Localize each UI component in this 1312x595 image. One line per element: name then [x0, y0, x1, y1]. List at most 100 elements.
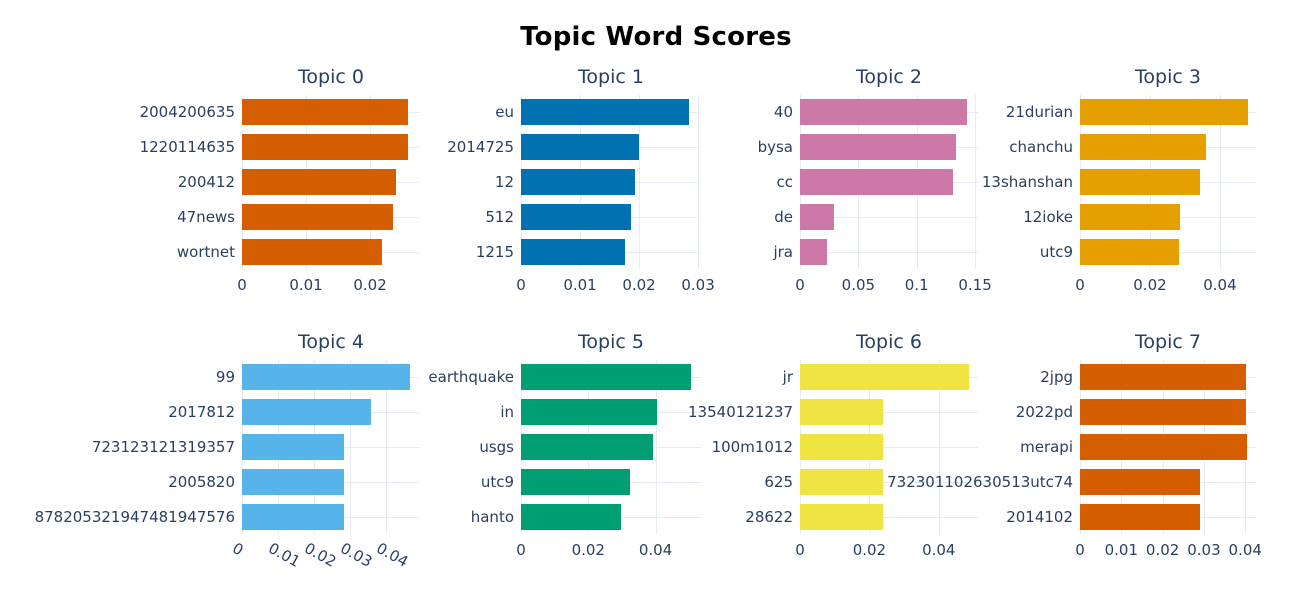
bar-cc[interactable]: [800, 169, 953, 195]
y-tick-label-row: 878205321947481947576: [0, 507, 235, 527]
y-tick-label: 13540121237: [688, 403, 793, 421]
plot-area: [242, 360, 420, 534]
y-tick-label-row: chanchu: [835, 137, 1073, 157]
bar-eu[interactable]: [521, 99, 689, 125]
bar-878205321947481947576[interactable]: [242, 504, 344, 530]
bar-2005820[interactable]: [242, 469, 344, 495]
subplot-title: Topic 7: [1135, 331, 1201, 353]
y-tick-label: 878205321947481947576: [34, 508, 235, 526]
bar-100m1012[interactable]: [800, 434, 883, 460]
bar-21durian[interactable]: [1080, 99, 1248, 125]
y-tick-label: 2014725: [447, 138, 514, 156]
bar-in[interactable]: [521, 399, 657, 425]
y-tick-label: 1215: [475, 243, 514, 261]
bar-jr[interactable]: [800, 364, 969, 390]
y-tick-label-row: 12: [276, 172, 514, 192]
chart-title: Topic Word Scores: [520, 22, 792, 52]
y-tick-label-row: bysa: [555, 137, 793, 157]
x-tick-label: 0: [1075, 541, 1085, 559]
gridline-y: [800, 217, 978, 218]
x-tick-label: 0.01: [563, 276, 597, 294]
bar-hanto[interactable]: [521, 504, 621, 530]
y-tick-label: 13shanshan: [981, 173, 1073, 191]
x-tick-label: 0.01: [1104, 541, 1139, 559]
x-tick-label: 0.04: [1203, 276, 1237, 294]
bar-jra[interactable]: [800, 239, 827, 265]
bar-13shanshan[interactable]: [1080, 169, 1200, 195]
bar-earthquake[interactable]: [521, 364, 691, 390]
subplot-title: Topic 2: [856, 66, 922, 88]
bar-12ioke[interactable]: [1080, 204, 1180, 230]
y-tick-label: de: [774, 208, 793, 226]
y-tick-label: utc9: [1039, 243, 1073, 261]
x-tick-label: 0.02: [1145, 541, 1180, 559]
bar-usgs[interactable]: [521, 434, 653, 460]
y-tick-label-row: 13540121237: [555, 402, 793, 422]
y-tick-label-row: 1215: [276, 242, 514, 262]
y-tick-label: 47news: [177, 208, 235, 226]
bar-625[interactable]: [800, 469, 883, 495]
y-tick-label-row: 100m1012: [555, 437, 793, 457]
bar-40[interactable]: [800, 99, 967, 125]
bar-512[interactable]: [521, 204, 631, 230]
x-tick-label: 0: [516, 541, 526, 559]
bar-2022pd[interactable]: [1080, 399, 1246, 425]
plot-area: [1080, 360, 1256, 534]
subplot-topic-5: Topic 5 earthquake in usgs utc9 hanto 0 0.02 0.0…: [276, 331, 733, 593]
y-tick-label-row: merapi: [835, 437, 1073, 457]
bar-utc9[interactable]: [1080, 239, 1179, 265]
bar-200412[interactable]: [242, 169, 396, 195]
y-tick-label: 12ioke: [1023, 208, 1073, 226]
y-tick-label: 512: [485, 208, 514, 226]
bar-12[interactable]: [521, 169, 635, 195]
bar-chanchu[interactable]: [1080, 134, 1206, 160]
y-tick-label: 2022pd: [1015, 403, 1073, 421]
gridline-y: [800, 482, 978, 483]
bar-2017812[interactable]: [242, 399, 371, 425]
y-tick-label-row: hanto: [276, 507, 514, 527]
y-tick-label: wortnet: [176, 243, 235, 261]
x-tick-label: 0.04: [922, 541, 956, 559]
subplot-title: Topic 3: [1135, 66, 1201, 88]
y-tick-label-row: 12ioke: [835, 207, 1073, 227]
bar-99[interactable]: [242, 364, 410, 390]
y-tick-label: 12: [494, 173, 514, 191]
gridline-y: [800, 517, 978, 518]
bar-1220114635[interactable]: [242, 134, 408, 160]
y-tick-label-row: in: [276, 402, 514, 422]
bar-2014725[interactable]: [521, 134, 639, 160]
bar-utc9[interactable]: [521, 469, 630, 495]
y-tick-label-row: jr: [555, 367, 793, 387]
y-tick-label: bysa: [757, 138, 793, 156]
bar-bysa[interactable]: [800, 134, 956, 160]
bar-2014102[interactable]: [1080, 504, 1200, 530]
x-tick-label: 0: [795, 276, 805, 294]
bar-wortnet[interactable]: [242, 239, 382, 265]
subplot-topic-0: Topic 0 2004200635 1220114635 200412 47news w…: [0, 66, 452, 328]
y-tick-label-row: usgs: [276, 437, 514, 457]
x-tick-label: 0.02: [1133, 276, 1167, 294]
y-tick-label-row: 99: [0, 367, 235, 387]
bar-723123121319357[interactable]: [242, 434, 344, 460]
bar-732301102630513utc74[interactable]: [1080, 469, 1200, 495]
y-tick-label-row: 2014102: [835, 507, 1073, 527]
bar-2jpg[interactable]: [1080, 364, 1246, 390]
bar-de[interactable]: [800, 204, 834, 230]
y-tick-label: jra: [773, 243, 793, 261]
bar-13540121237[interactable]: [800, 399, 883, 425]
y-tick-label-row: 21durian: [835, 102, 1073, 122]
y-tick-label: chanchu: [1009, 138, 1073, 156]
y-tick-label-row: 512: [276, 207, 514, 227]
y-tick-label: utc9: [480, 473, 514, 491]
bar-merapi[interactable]: [1080, 434, 1247, 460]
x-tick-label: 0: [516, 276, 526, 294]
x-tick-label: 0.05: [841, 276, 876, 294]
subplot-title: Topic 4: [298, 331, 364, 353]
subplot-title: Topic 5: [578, 331, 644, 353]
y-tick-label: 625: [764, 473, 793, 491]
bar-1215[interactable]: [521, 239, 625, 265]
bar-47news[interactable]: [242, 204, 393, 230]
y-tick-label-row: de: [555, 207, 793, 227]
bar-2004200635[interactable]: [242, 99, 408, 125]
bar-28622[interactable]: [800, 504, 883, 530]
